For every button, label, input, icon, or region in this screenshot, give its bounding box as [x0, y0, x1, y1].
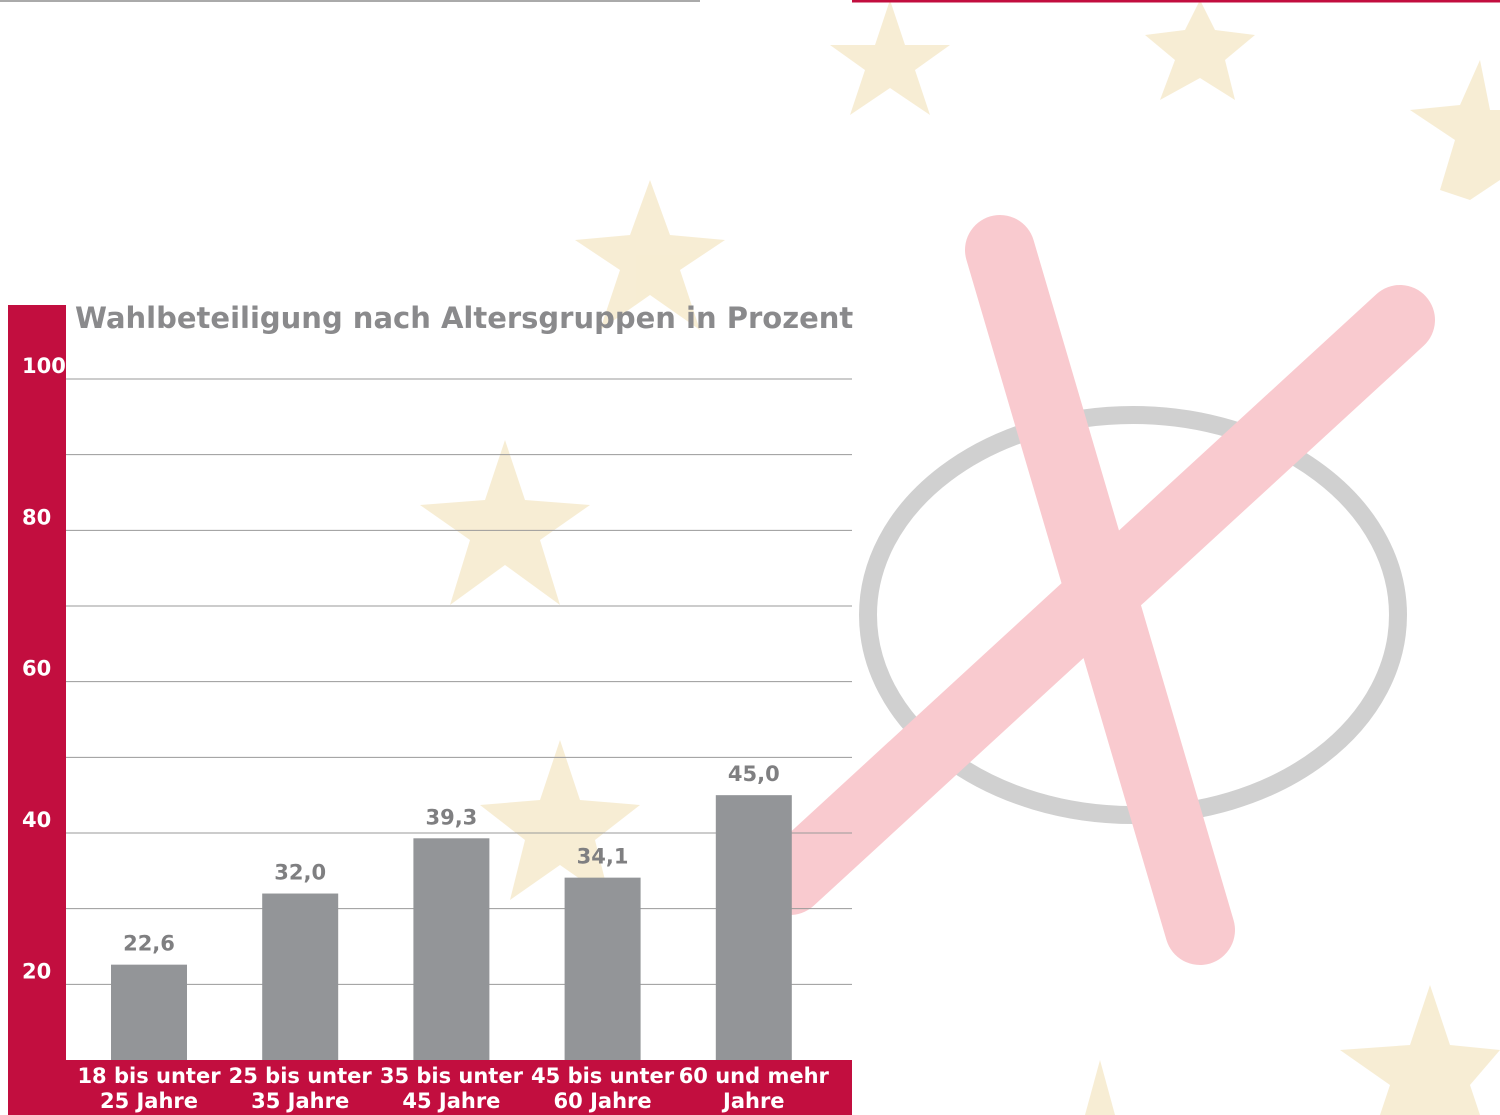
background-decoration: [420, 0, 1500, 1115]
x-tick-label: 25 bis unter 35 Jahre: [228, 1064, 372, 1113]
value-label: 45,0: [728, 762, 780, 786]
y-tick-label: 100: [22, 354, 66, 378]
bar: [111, 964, 187, 1060]
value-label: 34,1: [577, 845, 629, 869]
bar: [262, 893, 339, 1060]
y-tick-label: 60: [22, 657, 51, 681]
bar: [413, 838, 490, 1060]
y-tick-label: 40: [22, 808, 51, 832]
bar: [715, 795, 792, 1060]
y-tick-label: 20: [22, 959, 51, 983]
x-tick-label: 60 und mehr Jahre: [678, 1064, 829, 1113]
value-label: 39,3: [425, 805, 477, 829]
value-label: 22,6: [123, 932, 175, 956]
axis-band: [8, 305, 66, 1115]
bar: [564, 877, 641, 1060]
y-tick-label: 80: [22, 505, 51, 529]
x-tick-label: 35 bis unter 45 Jahre: [379, 1064, 523, 1113]
value-label: 32,0: [274, 861, 326, 885]
chart-title: Wahlbeteiligung nach Altersgruppen in Pr…: [75, 301, 853, 335]
x-tick-label: 45 bis unter 60 Jahre: [531, 1064, 675, 1113]
category-band: [66, 1060, 852, 1115]
x-tick-label: 18 bis unter 25 Jahre: [77, 1064, 221, 1113]
